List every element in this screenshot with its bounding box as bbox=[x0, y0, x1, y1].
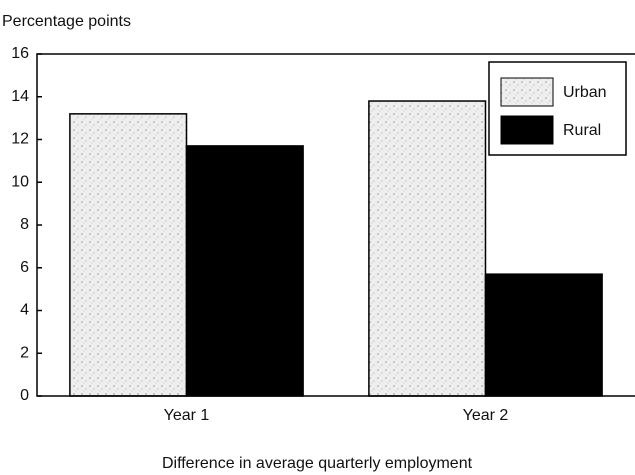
y-tick-label: 16 bbox=[11, 45, 29, 62]
y-tick-label: 6 bbox=[20, 259, 29, 276]
legend: Urban Rural bbox=[488, 61, 627, 156]
legend-label: Rural bbox=[563, 122, 601, 139]
y-tick-label: 14 bbox=[11, 88, 29, 105]
x-tick-label: Year 1 bbox=[164, 407, 210, 424]
legend-label: Urban bbox=[563, 84, 607, 101]
x-tick-label: Year 2 bbox=[463, 407, 509, 424]
plot-frame bbox=[36, 53, 635, 397]
bar bbox=[185, 145, 304, 397]
bar bbox=[368, 100, 487, 397]
y-tick-label: 0 bbox=[20, 387, 29, 404]
legend-swatch bbox=[500, 115, 554, 145]
y-axis-label: Percentage points bbox=[2, 13, 131, 30]
y-tick-label: 4 bbox=[20, 302, 29, 319]
y-tick-label: 8 bbox=[20, 216, 29, 233]
bar bbox=[69, 113, 188, 397]
y-tick-label: 12 bbox=[11, 131, 29, 148]
y-tick-label: 10 bbox=[11, 173, 29, 190]
legend-swatch bbox=[500, 77, 554, 107]
y-tick-label: 2 bbox=[20, 344, 29, 361]
x-axis-label: Difference in average quarterly employme… bbox=[162, 455, 473, 472]
bar bbox=[484, 273, 603, 397]
